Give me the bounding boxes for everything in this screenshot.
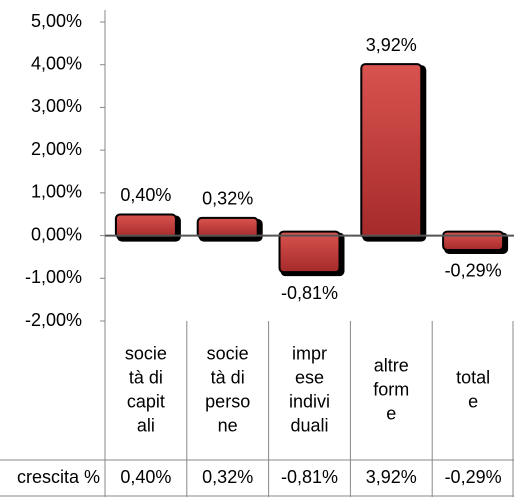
x-tick-label: tà di xyxy=(211,367,245,387)
y-tick-label: -1,00% xyxy=(25,267,82,287)
y-tick-label: -2,00% xyxy=(25,310,82,330)
x-tick-label: perso xyxy=(205,391,250,411)
y-tick-label: 2,00% xyxy=(31,139,82,159)
x-tick-label: impr xyxy=(292,343,327,363)
y-tick-label: 3,00% xyxy=(31,96,82,116)
legend-label: crescita % xyxy=(17,467,100,487)
x-tick-label: indivi xyxy=(289,391,330,411)
table-value: 0,32% xyxy=(202,467,253,487)
x-tick-label: e xyxy=(386,403,396,423)
value-label: 0,32% xyxy=(202,189,253,209)
y-tick-label: 0,00% xyxy=(31,224,82,244)
x-tick-label: total xyxy=(456,367,490,387)
value-label: -0,29% xyxy=(445,261,502,281)
x-tick-label: e xyxy=(468,391,478,411)
value-label: -0,81% xyxy=(281,283,338,303)
x-tick-label: tà di xyxy=(129,367,163,387)
x-tick-label: ali xyxy=(137,415,155,435)
y-tick-label: 1,00% xyxy=(31,182,82,202)
table-value: -0,29% xyxy=(445,467,502,487)
x-tick-label: socie xyxy=(207,343,249,363)
bar xyxy=(114,213,177,239)
bar xyxy=(196,216,259,239)
y-tick-label: 4,00% xyxy=(31,53,82,73)
x-tick-label: ese xyxy=(295,367,324,387)
x-tick-label: ne xyxy=(218,415,238,435)
bar xyxy=(278,230,341,274)
x-tick-label: duali xyxy=(290,415,328,435)
y-tick-label: 5,00% xyxy=(31,11,82,31)
x-tick-label: socie xyxy=(125,343,167,363)
x-tick-label: capit xyxy=(127,391,165,411)
x-tick-label: form xyxy=(373,379,409,399)
bar xyxy=(442,230,505,251)
value-label: 0,40% xyxy=(120,185,171,205)
table-value: 3,92% xyxy=(366,467,417,487)
table-value: -0,81% xyxy=(281,467,338,487)
table-value: 0,40% xyxy=(120,467,171,487)
bar xyxy=(360,63,423,239)
value-label: 3,92% xyxy=(366,35,417,55)
x-tick-label: altre xyxy=(374,355,409,375)
